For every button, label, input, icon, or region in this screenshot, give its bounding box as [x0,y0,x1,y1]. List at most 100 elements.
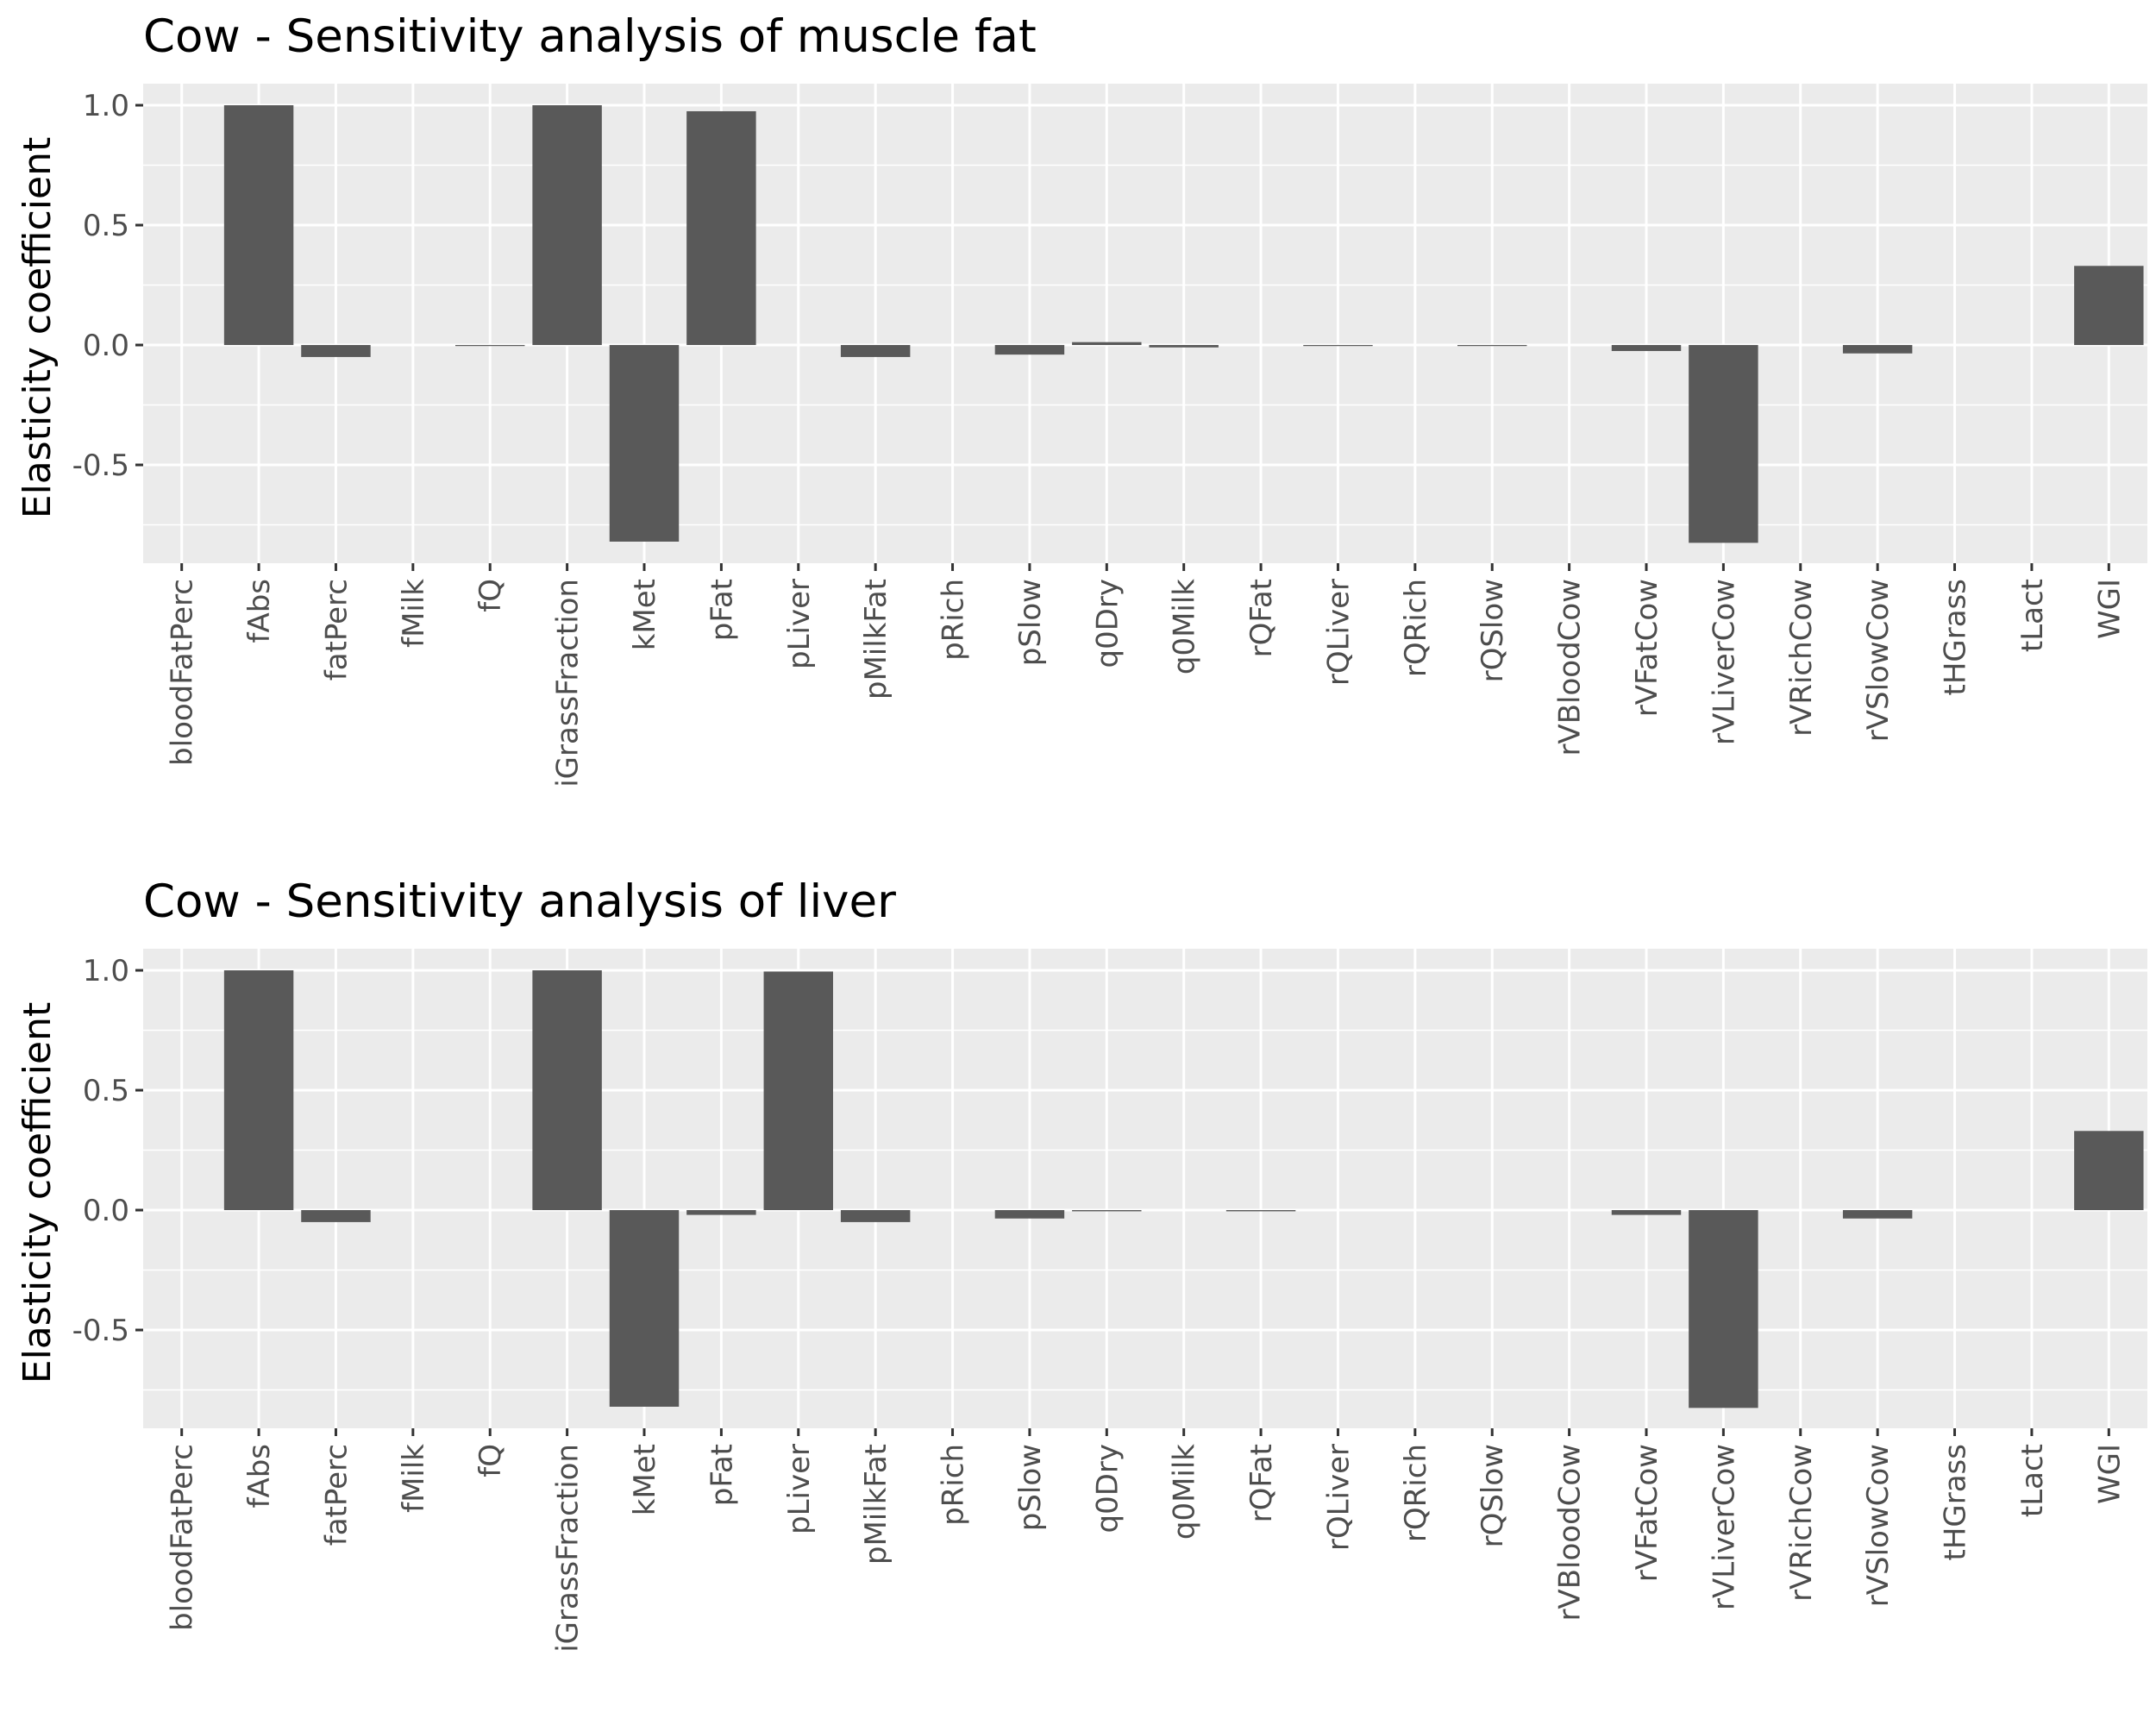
x-axis: bloodFatPerc fAbs fatPerc fMilk fQ iGrassFrac… [166,563,2127,787]
x-tick-label: rVLiverCow [1707,579,1741,745]
chart-title: Cow - Sensitivity analysis of muscle fat [143,10,1037,63]
x-tick-label: q0Dry [1090,579,1125,668]
x-tick-label: pLiver [782,1444,817,1534]
x-tick-label: iGrassFraction [551,579,586,787]
x-tick-label: rVFatCow [1630,579,1664,717]
bar-rQFat [1225,1210,1296,1212]
x-tick-label: rQRich [1399,579,1433,677]
x-tick-label: kMet [628,1444,662,1515]
bar-kMet [609,345,680,542]
bar-rVFatCow [1611,1210,1682,1215]
bar-rVSlowCow [1842,1210,1913,1219]
liver-chart: Cow - Sensitivity analysis of liver Elas… [16,875,2147,1653]
x-tick-label: rQSlow [1476,579,1510,682]
bar-rQLiver [1303,345,1373,347]
bar-pFat [686,110,756,346]
y-tick-label: 1.0 [83,954,129,988]
y-tick-label: 1.0 [83,89,129,123]
bar-fQ [455,345,525,347]
x-tick-label: fAbs [242,579,277,643]
x-tick-label: pFat [705,1444,739,1506]
x-tick-label: rVSlowCow [1861,1444,1896,1607]
bar-q0Milk [1149,345,1219,348]
x-tick-label: tLact [2015,1444,2050,1517]
bar-rVLiverCow [1689,345,1758,543]
x-tick-label: rVBloodCow [1553,1444,1588,1622]
y-tick-label: 0.5 [83,209,129,243]
major-gridlines [143,949,2147,1428]
y-tick-label: 0.0 [83,1194,129,1228]
x-tick-label: kMet [628,579,662,650]
x-tick-label: fatPerc [319,579,354,681]
bar-WGI [2074,1131,2144,1211]
bar-q0Dry [1072,1210,1142,1212]
x-tick-label: fMilk [397,579,431,648]
bar-rVSlowCow [1842,345,1913,354]
bar-iGrassFraction [532,970,602,1211]
plot-area [143,949,2147,1428]
x-tick-label: tLact [2015,579,2050,652]
x-tick-label: rVLiverCow [1707,1444,1741,1610]
bar-pLiver [763,971,833,1211]
y-tick-label: -0.5 [72,448,129,483]
y-tick-label: 0.0 [83,329,129,363]
bar-q0Dry [1072,342,1142,346]
x-tick-label: pFat [705,579,739,641]
bar-fAbs [223,970,294,1211]
plot-area [143,84,2147,563]
x-tick-label: pMilkFat [859,1444,893,1565]
x-tick-label: WGI [2092,579,2127,639]
bar-kMet [609,1210,680,1407]
y-tick-label: -0.5 [72,1314,129,1348]
x-tick-label: WGI [2092,1444,2127,1504]
x-tick-label: rVRichCow [1784,579,1819,737]
x-tick-label: bloodFatPerc [166,1444,200,1631]
x-tick-label: tHGrass [1939,579,1973,696]
y-axis-title: Elasticity coefficient [16,1002,60,1383]
y-tick-label: 0.5 [83,1074,129,1108]
x-tick-label: pMilkFat [859,579,893,699]
x-tick-label: q0Milk [1168,1444,1202,1540]
x-tick-label: rQLiver [1321,579,1356,686]
x-tick-label: pRich [937,1444,971,1526]
bar-fAbs [223,105,294,346]
x-tick-label: tHGrass [1939,1444,1973,1561]
y-axis-title: Elasticity coefficient [16,137,60,518]
x-tick-label: q0Dry [1090,1444,1125,1534]
x-tick-label: fQ [473,1444,508,1477]
x-tick-label: pLiver [782,579,817,669]
x-tick-label: rVFatCow [1630,1444,1664,1582]
x-tick-label: fQ [473,579,508,612]
x-tick-label: q0Milk [1168,579,1202,674]
bar-fatPerc [301,1210,371,1222]
y-axis: -0.5 0.0 0.5 1.0 [72,89,143,483]
minor-gridlines [143,1029,2147,1391]
major-gridlines [143,84,2147,563]
bar-pMilkFat [840,345,911,357]
bar-WGI [2074,266,2144,346]
y-axis: -0.5 0.0 0.5 1.0 [72,954,143,1348]
x-tick-label: pRich [937,579,971,661]
x-tick-label: rQRich [1399,1444,1433,1542]
x-tick-label: rQSlow [1476,1444,1510,1547]
x-axis: bloodFatPerc fAbs fatPerc fMilk fQ iGrassFrac… [166,1428,2127,1653]
x-tick-label: rQFat [1244,579,1279,657]
x-tick-label: fatPerc [319,1444,354,1546]
x-tick-label: rVSlowCow [1861,579,1896,742]
x-tick-label: rQLiver [1321,1444,1356,1551]
bar-series [223,105,2144,543]
bar-rQSlow [1457,345,1527,347]
bar-pSlow [994,1210,1065,1219]
bar-pMilkFat [840,1210,911,1222]
x-tick-label: bloodFatPerc [166,579,200,766]
muscle-fat-chart: Cow - Sensitivity analysis of muscle fat… [16,10,2147,787]
chart-title: Cow - Sensitivity analysis of liver [143,875,896,928]
bar-series [223,970,2144,1408]
x-tick-label: pSlow [1013,1444,1048,1531]
bar-rVFatCow [1611,345,1682,351]
x-tick-label: fMilk [397,1444,431,1513]
x-tick-label: fAbs [242,1444,277,1509]
bar-fatPerc [301,345,371,357]
x-tick-label: pSlow [1013,579,1048,666]
